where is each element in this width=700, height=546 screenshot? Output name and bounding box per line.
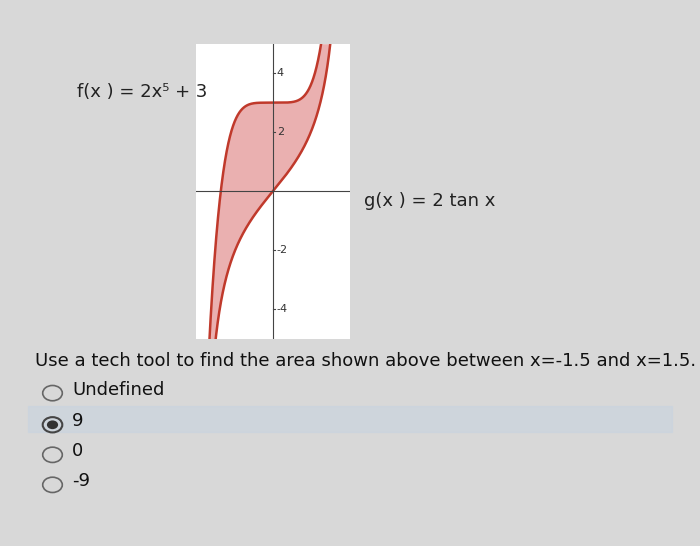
Text: -4: -4: [277, 304, 288, 314]
Text: Use a tech tool to find the area shown above between x=-1.5 and x=1.5.: Use a tech tool to find the area shown a…: [35, 352, 696, 370]
Text: 9: 9: [72, 412, 83, 430]
Text: 2: 2: [277, 127, 284, 137]
Text: Undefined: Undefined: [72, 381, 164, 399]
Text: g(x ) = 2 tan x: g(x ) = 2 tan x: [364, 192, 496, 210]
Text: f(x ) = 2x⁵ + 3: f(x ) = 2x⁵ + 3: [77, 83, 207, 101]
Text: 0: 0: [72, 442, 83, 460]
Text: 4: 4: [277, 68, 284, 78]
Text: -2: -2: [277, 245, 288, 255]
Text: -9: -9: [72, 472, 90, 490]
